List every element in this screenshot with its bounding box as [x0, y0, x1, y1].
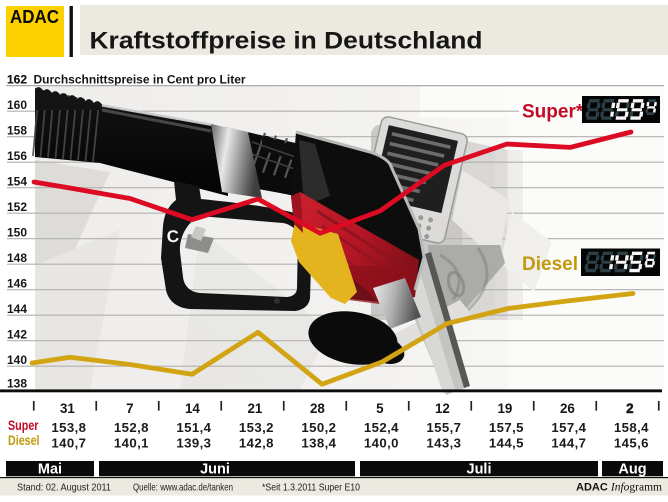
svg-text:148: 148	[7, 251, 27, 265]
svg-text:2: 2	[626, 401, 633, 416]
svg-text:152,4: 152,4	[364, 420, 399, 435]
svg-text:Quelle: www.adac.de/tanken: Quelle: www.adac.de/tanken	[133, 482, 233, 493]
svg-text:14: 14	[185, 401, 200, 416]
svg-text:157,5: 157,5	[489, 420, 524, 435]
svg-text:28: 28	[310, 401, 325, 416]
svg-text:26: 26	[560, 401, 575, 416]
svg-text:ADAC Infogramm: ADAC Infogramm	[576, 482, 662, 494]
svg-text:146: 146	[7, 277, 27, 291]
svg-text:153,2: 153,2	[239, 420, 274, 435]
svg-text:12: 12	[435, 401, 450, 416]
svg-text:140,1: 140,1	[114, 435, 149, 450]
svg-text:Diesel: Diesel	[522, 254, 578, 275]
svg-text:Diesel: Diesel	[8, 433, 40, 448]
svg-text:152,8: 152,8	[114, 420, 149, 435]
svg-text:ADAC: ADAC	[10, 7, 59, 27]
svg-text:144: 144	[7, 302, 27, 316]
svg-text:21: 21	[247, 401, 262, 416]
svg-text:Juni: Juni	[200, 462, 230, 478]
svg-text:153,8: 153,8	[51, 420, 86, 435]
svg-text:19: 19	[497, 401, 512, 416]
svg-text:151,4: 151,4	[176, 420, 211, 435]
svg-text:145,6: 145,6	[614, 435, 649, 450]
svg-text:Super*: Super*	[522, 102, 584, 123]
svg-text:7: 7	[126, 401, 133, 416]
svg-text:139,3: 139,3	[176, 435, 211, 450]
svg-text:140: 140	[7, 353, 27, 367]
svg-text:143,3: 143,3	[426, 435, 461, 450]
svg-text:Super: Super	[8, 418, 39, 433]
svg-text:144,5: 144,5	[489, 435, 524, 450]
svg-text:Juli: Juli	[467, 462, 492, 478]
svg-text:157,4: 157,4	[551, 420, 586, 435]
svg-text:154: 154	[7, 175, 27, 189]
svg-text:155,7: 155,7	[426, 420, 461, 435]
svg-text:158: 158	[7, 124, 27, 138]
svg-text:160: 160	[7, 98, 27, 112]
svg-text:158,4: 158,4	[614, 420, 649, 435]
svg-text:142: 142	[7, 328, 27, 342]
svg-text:Aug: Aug	[618, 462, 646, 478]
svg-text:*Seit 1.3.2011 Super E10: *Seit 1.3.2011 Super E10	[262, 482, 360, 493]
svg-text:Kraftstoffpreise in Deutschlan: Kraftstoffpreise in Deutschland	[90, 27, 483, 54]
svg-text:162: 162	[7, 73, 27, 87]
svg-text:140,0: 140,0	[364, 435, 399, 450]
svg-text:31: 31	[60, 401, 75, 416]
svg-text:150: 150	[7, 226, 27, 240]
svg-text:162: 162	[7, 73, 27, 87]
svg-text:138,4: 138,4	[301, 435, 336, 450]
svg-text:142,8: 142,8	[239, 435, 274, 450]
svg-text:156: 156	[7, 149, 27, 163]
svg-text:5: 5	[376, 401, 384, 416]
svg-text:150,2: 150,2	[301, 420, 336, 435]
svg-text:144,7: 144,7	[551, 435, 586, 450]
svg-text:Durchschnittspreise in Cent pr: Durchschnittspreise in Cent pro Liter	[34, 73, 246, 87]
svg-text:Mai: Mai	[38, 462, 62, 478]
svg-text:140,7: 140,7	[51, 435, 86, 450]
svg-text:152: 152	[7, 200, 27, 214]
svg-text:C: C	[166, 227, 180, 247]
svg-text:Stand: 02. August 2011: Stand: 02. August 2011	[17, 482, 111, 493]
svg-text:138: 138	[7, 377, 27, 391]
